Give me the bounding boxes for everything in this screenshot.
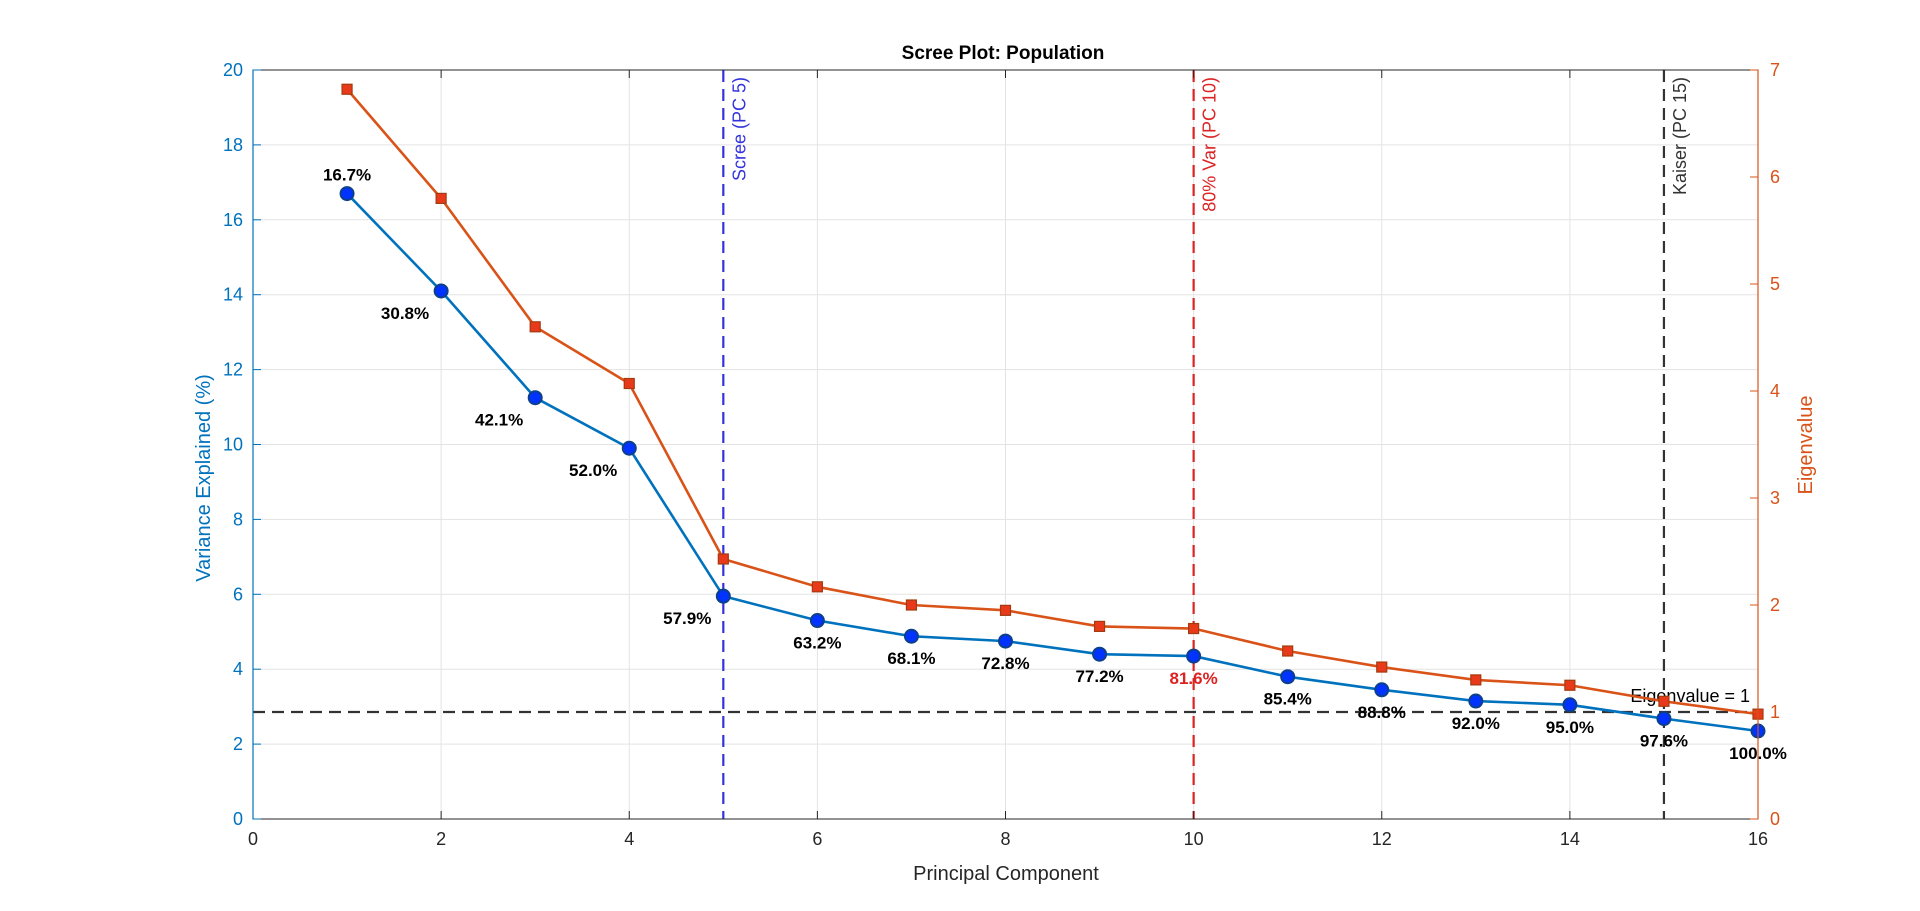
eigenvalue-point xyxy=(1282,645,1294,657)
y-right-tick-label: 6 xyxy=(1770,167,1780,187)
reference-lines: Eigenvalue = 1 Scree (PC 5) 80% Var (PC 10… xyxy=(253,70,1758,819)
y-left-tick-label: 6 xyxy=(233,584,243,604)
eigenvalue-point xyxy=(529,321,541,333)
eigenvalue-series-line xyxy=(346,88,1759,716)
reference-line-label: 80% Var (PC 10) xyxy=(1200,77,1220,212)
y-right-tick-label: 7 xyxy=(1770,60,1780,80)
eigenvalue-point xyxy=(341,83,353,95)
variance-point xyxy=(1374,682,1390,698)
eigenvalue-1-label: Eigenvalue = 1 xyxy=(1630,686,1750,706)
x-tick-label: 4 xyxy=(624,829,634,849)
eigenvalue-point xyxy=(905,599,918,611)
y-right-tick-label: 3 xyxy=(1770,488,1780,508)
cumulative-variance-label: 16.7% xyxy=(323,166,371,185)
variance-series-line xyxy=(346,192,1759,733)
eigenvalue-point xyxy=(435,192,447,204)
cumulative-variance-label: 88.8% xyxy=(1358,703,1406,722)
x-tick-label: 2 xyxy=(436,829,446,849)
y-axis-right-label: Eigenvalue xyxy=(1795,396,1817,495)
y-left-tick-label: 12 xyxy=(223,360,243,380)
reference-line-label: Kaiser (PC 15) xyxy=(1670,77,1690,195)
y-left-tick-label: 8 xyxy=(233,509,243,529)
x-tick-label: 0 xyxy=(248,829,258,849)
grid xyxy=(252,69,1759,820)
variance-point xyxy=(1092,646,1108,662)
y-right-tick-label: 2 xyxy=(1770,595,1780,615)
x-tick-label: 12 xyxy=(1372,829,1392,849)
x-axis-label: Principal Component xyxy=(913,863,1099,885)
variance-point xyxy=(1562,697,1578,713)
eigenvalue-point xyxy=(811,581,823,593)
cumulative-variance-label: 42.1% xyxy=(475,411,523,430)
eigenvalue-point xyxy=(1093,620,1106,633)
y-left-tick-label: 4 xyxy=(233,659,243,679)
variance-point xyxy=(1468,693,1484,709)
cumulative-variance-label: 97.6% xyxy=(1640,732,1688,751)
variance-point xyxy=(998,633,1013,649)
variance-point xyxy=(903,628,919,644)
variance-point xyxy=(1656,711,1672,727)
cumulative-variance-label: 30.8% xyxy=(381,304,429,323)
eigenvalue-point xyxy=(623,377,635,390)
series-layer: 16.7% 30.8% 42.1% 52.0% 57.9% 63.2% 68.1% 72.8%… xyxy=(323,83,1787,763)
y-right-tick-label: 0 xyxy=(1770,809,1780,829)
reference-line-label: Scree (PC 5) xyxy=(729,77,749,181)
eigenvalue-point xyxy=(1188,622,1200,635)
variance-point xyxy=(1186,648,1202,664)
x-tick-label: 10 xyxy=(1184,829,1204,849)
cumulative-variance-label: 95.0% xyxy=(1546,718,1594,737)
y-left-tick-label: 0 xyxy=(233,809,243,829)
eigenvalue-point xyxy=(1376,661,1388,673)
cumulative-variance-label: 85.4% xyxy=(1264,690,1312,709)
cumulative-variance-label: 57.9% xyxy=(663,609,711,628)
variance-point xyxy=(527,390,543,406)
chart-title: Scree Plot: Population xyxy=(902,43,1105,64)
variance-point xyxy=(621,440,637,456)
x-tick-label: 6 xyxy=(812,829,822,849)
y-right-tick-label: 5 xyxy=(1770,274,1780,294)
y-left-tick-label: 18 xyxy=(223,135,243,155)
variance-point xyxy=(1280,669,1296,685)
variance-point xyxy=(715,588,731,604)
variance-point xyxy=(433,283,449,299)
eigenvalue-point xyxy=(717,553,729,565)
y-left-tick-label: 10 xyxy=(223,435,243,455)
cumulative-variance-label: 68.1% xyxy=(887,649,935,668)
x-tick-label: 8 xyxy=(1000,829,1010,849)
cumulative-variance-label: 81.6% xyxy=(1170,669,1218,688)
eigenvalue-point xyxy=(1564,679,1576,691)
x-tick-label: 16 xyxy=(1748,829,1768,849)
y-left-tick-label: 2 xyxy=(233,734,243,754)
y-axis-left-label: Variance Explained (%) xyxy=(193,374,215,582)
y-left-tick-label: 14 xyxy=(223,285,243,305)
eigenvalue-point xyxy=(1470,674,1482,686)
y-left-tick-label: 20 xyxy=(223,60,243,80)
cumulative-variance-label: 77.2% xyxy=(1075,667,1123,686)
y-right-tick-label: 4 xyxy=(1770,381,1780,401)
y-left-tick-label: 16 xyxy=(223,210,243,230)
eigenvalue-point xyxy=(999,604,1012,616)
cumulative-variance-label: 52.0% xyxy=(569,461,617,480)
x-tick-label: 14 xyxy=(1560,829,1580,849)
y-right-tick-label: 1 xyxy=(1770,702,1780,722)
cumulative-variance-label: 63.2% xyxy=(793,634,841,653)
cumulative-variance-label: 72.8% xyxy=(981,654,1029,673)
cumulative-variance-label: 92.0% xyxy=(1452,714,1500,733)
eigenvalue-point xyxy=(1658,695,1670,707)
variance-point xyxy=(339,186,355,202)
variance-point xyxy=(809,613,825,629)
